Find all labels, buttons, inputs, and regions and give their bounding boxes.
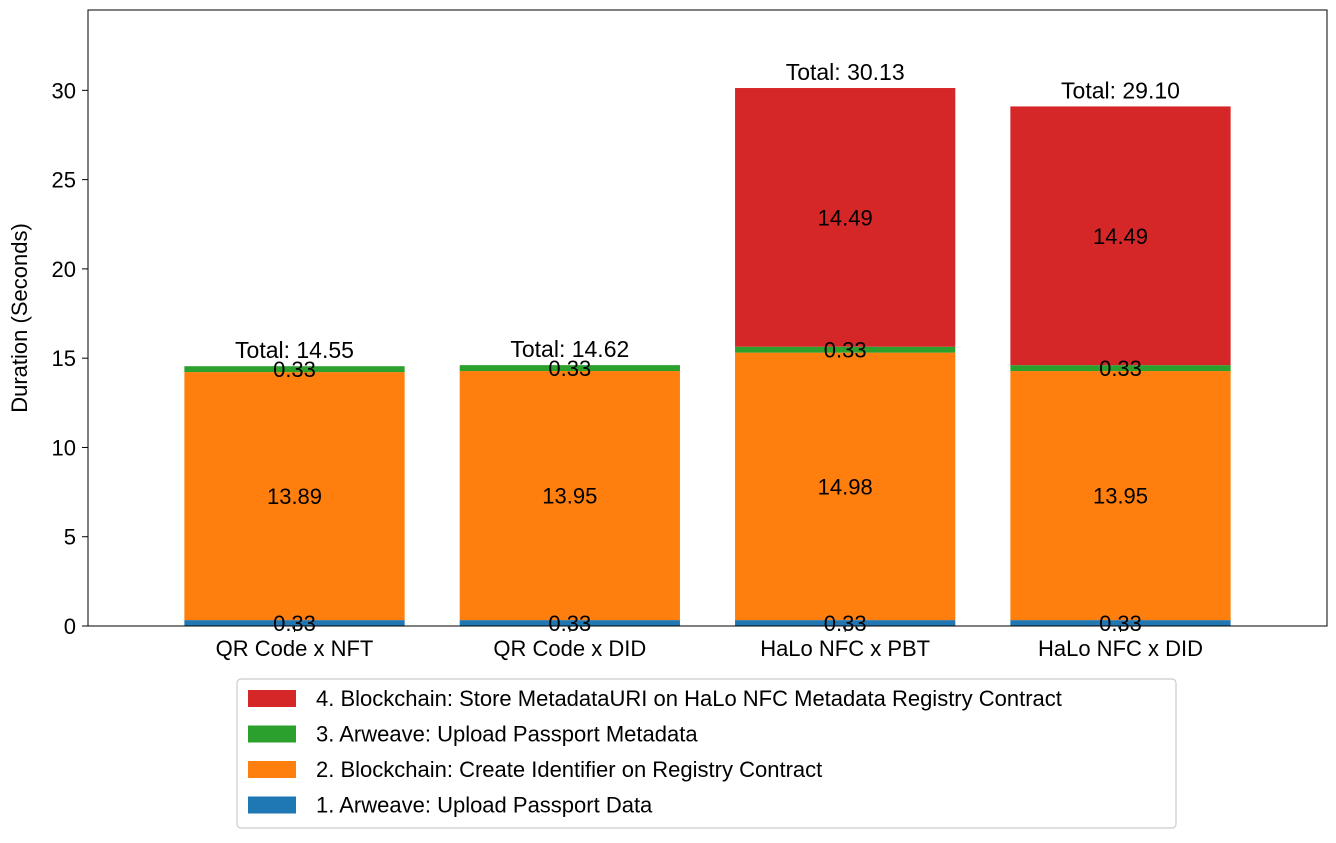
bar-segment [459, 371, 680, 621]
total-value-label: Total: 30.13 [786, 59, 905, 85]
segment-labels-layer: 0.33 13.89 0.33 0.33 13.95 0.33 0.33 14.98 0.33 1… [267, 205, 1148, 636]
axes-layer [87, 9, 1328, 627]
total-labels-layer: Total: 14.55 Total: 14.62 Total: 30.13 Tota… [235, 59, 1180, 363]
legend-entry-label: 4. Blockchain: Store MetadataURI on HaLo… [316, 686, 1062, 711]
bar-segment [184, 372, 405, 621]
x-tick-label: HaLo NFC x DID [1038, 636, 1203, 661]
segment-value-label: 14.98 [818, 474, 873, 499]
total-value-label: Total: 14.55 [235, 337, 354, 363]
bar-segment [184, 366, 405, 373]
total-value-label: Total: 14.62 [510, 336, 629, 362]
bar-segment [735, 620, 956, 626]
legend-entry-label: 3. Arweave: Upload Passport Metadata [316, 722, 698, 747]
x-tick-label: QR Code x NFT [216, 636, 374, 661]
y-axis-label: Duration (Seconds) [7, 223, 32, 413]
legend-frame [236, 678, 1177, 829]
bar-segment [735, 352, 956, 621]
legend-swatch [248, 761, 296, 778]
y-tick-label: 20 [52, 257, 76, 282]
legend-entry-label: 2. Blockchain: Create Identifier on Regi… [316, 757, 822, 782]
bar-segment [184, 620, 405, 626]
bar-segment [1010, 106, 1231, 366]
segment-value-label: 14.49 [818, 205, 873, 230]
legend-swatch [248, 690, 296, 707]
bar-segment [1010, 371, 1231, 621]
segment-value-label: 0.33 [273, 611, 316, 636]
segment-value-label: 0.33 [548, 611, 591, 636]
y-tick-label: 0 [64, 614, 76, 639]
bar-segment [1010, 620, 1231, 626]
x-ticks-layer: QR Code x NFT QR Code x DID HaLo NFC x PBT… [216, 626, 1203, 661]
bar-segment [735, 88, 956, 347]
y-tick-label: 15 [52, 346, 76, 371]
segment-value-label: 13.95 [1093, 484, 1148, 509]
segment-value-label: 0.33 [1099, 611, 1142, 636]
x-tick-label: HaLo NFC x PBT [760, 636, 930, 661]
y-tick-label: 5 [64, 525, 76, 550]
total-value-label: Total: 29.10 [1061, 77, 1180, 103]
segment-value-label: 0.33 [824, 338, 867, 363]
segment-value-label: 13.89 [267, 484, 322, 509]
segment-value-label: 13.95 [542, 484, 597, 509]
y-ticks-layer: 0 5 10 15 20 25 30 [52, 78, 88, 639]
y-tick-label: 10 [52, 435, 76, 460]
segment-value-label: 14.49 [1093, 224, 1148, 249]
segment-value-label: 0.33 [548, 356, 591, 381]
legend-entry-label: 1. Arweave: Upload Passport Data [316, 793, 653, 818]
segment-value-label: 0.33 [273, 357, 316, 382]
legend: 4. Blockchain: Store MetadataURI on HaLo… [236, 678, 1177, 829]
y-tick-label: 30 [52, 78, 76, 103]
bar-segment [459, 620, 680, 626]
bar-segment [735, 346, 956, 353]
bars-layer [184, 88, 1231, 626]
legend-swatch [248, 725, 296, 743]
plot-frame [87, 9, 1328, 627]
x-tick-label: QR Code x DID [493, 636, 646, 661]
segment-value-label: 0.33 [824, 611, 867, 636]
legend-swatch [248, 796, 296, 814]
y-tick-label: 25 [52, 168, 76, 193]
bar-segment [459, 365, 680, 372]
bar-segment [1010, 365, 1231, 372]
segment-value-label: 0.33 [1099, 356, 1142, 381]
